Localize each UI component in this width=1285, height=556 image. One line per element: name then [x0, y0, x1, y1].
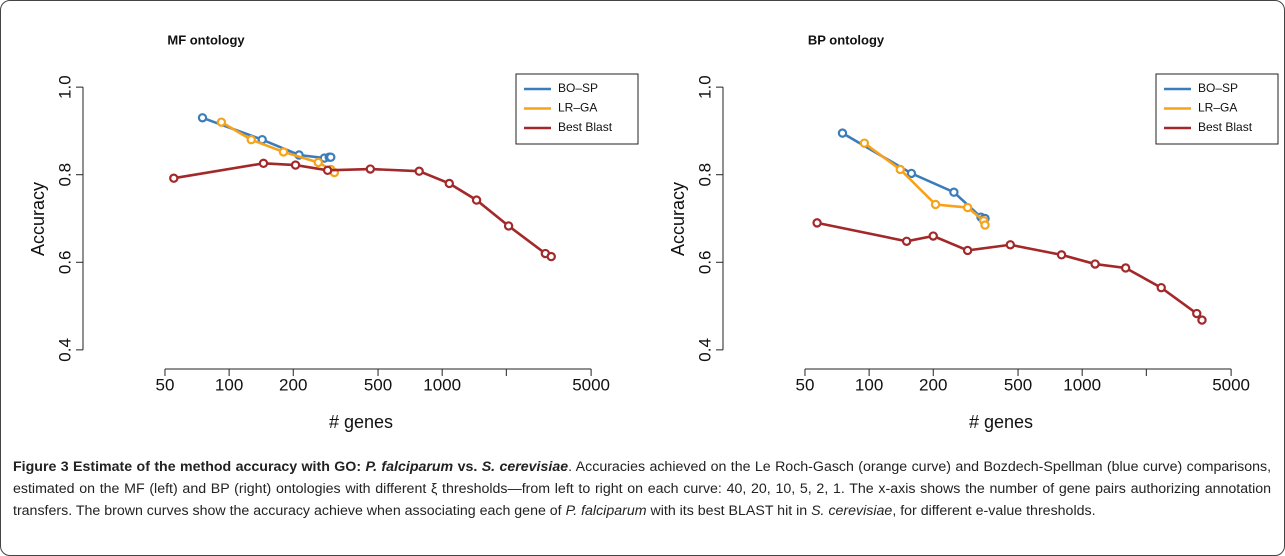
data-point — [1156, 282, 1166, 293]
x-tick-label: 1000 — [423, 375, 461, 394]
caption: Figure 3 Estimate of the method accuracy… — [13, 456, 1271, 522]
x-tick-label: 500 — [364, 375, 392, 394]
data-point — [895, 164, 905, 175]
y-tick-label: 0.4 — [55, 338, 74, 362]
chart-title: MF ontology — [167, 32, 245, 47]
data-point — [246, 134, 256, 145]
data-point — [414, 166, 424, 176]
data-point — [928, 231, 938, 241]
data-point — [326, 152, 336, 162]
data-point — [322, 165, 333, 176]
caption-text: S. cerevisiae — [481, 459, 569, 475]
caption-text: vs. — [453, 459, 482, 475]
x-tick-label: 200 — [919, 375, 947, 394]
caption-text: P. falciparum — [365, 459, 454, 475]
data-point — [812, 218, 822, 228]
data-point — [1120, 263, 1131, 273]
data-point — [1197, 315, 1207, 325]
x-tick-label: 50 — [796, 375, 815, 394]
x-tick-label: 500 — [1004, 375, 1032, 394]
data-point — [962, 202, 973, 213]
x-tick-label: 5000 — [572, 375, 610, 394]
x-axis-title: # genes — [329, 412, 393, 432]
data-point — [949, 187, 959, 197]
data-point — [444, 178, 454, 189]
data-point — [1056, 250, 1067, 260]
data-point — [546, 251, 556, 262]
y-axis-title: Accuracy — [668, 182, 688, 256]
x-tick-label: 100 — [855, 375, 883, 394]
x-tick-label: 200 — [279, 375, 307, 394]
chart-title: BP ontology — [808, 32, 885, 47]
legend-label: LR–GA — [1198, 101, 1237, 115]
y-tick-label: 0.6 — [55, 250, 74, 274]
series-line — [173, 162, 552, 258]
y-tick-label: 0.6 — [695, 250, 714, 274]
data-point — [169, 173, 179, 183]
charts: MF ontology # genes Accuracy 0.4 0.6 0.8 1.0 50… — [28, 32, 1279, 432]
x-tick-label: 5000 — [1212, 375, 1250, 394]
y-tick-label: 1.0 — [695, 75, 714, 99]
series-line — [816, 221, 1203, 321]
data-point — [503, 221, 514, 231]
y-tick-label: 0.4 — [695, 338, 714, 362]
data-point — [216, 117, 227, 127]
caption-text: Figure 3 Estimate of the method accuracy… — [13, 459, 366, 475]
caption-text: S. cerevisiae — [811, 503, 893, 519]
data-point — [471, 195, 482, 205]
legend-label: Best Blast — [558, 120, 613, 134]
data-point — [258, 158, 269, 169]
x-axis-title: # genes — [969, 412, 1033, 432]
y-axis-title: Accuracy — [28, 182, 48, 256]
legend-label: BO–SP — [1198, 81, 1238, 95]
x-tick-label: 100 — [215, 375, 243, 394]
data-point — [313, 157, 323, 168]
x-tick-label: 50 — [156, 375, 175, 394]
legend-label: LR–GA — [558, 101, 597, 115]
caption-text: P. falciparum — [565, 503, 647, 519]
data-point — [197, 113, 208, 123]
data-point — [980, 220, 990, 230]
data-point — [837, 128, 848, 138]
data-point — [906, 168, 917, 179]
data-point — [1192, 308, 1202, 319]
data-point — [901, 236, 912, 246]
data-point — [962, 245, 973, 256]
data-point — [930, 199, 941, 210]
y-tick-label: 0.8 — [695, 163, 714, 187]
caption-text: . Accuracies achieved on the Le Roch-Gas… — [13, 459, 1272, 519]
series-line — [863, 142, 987, 226]
data-point — [1090, 259, 1100, 269]
data-point — [1005, 240, 1016, 250]
caption-text: , for different e-value thresholds. — [892, 503, 1096, 519]
y-tick-label: 1.0 — [55, 75, 74, 99]
data-point — [859, 138, 870, 148]
x-tick-label: 1000 — [1063, 375, 1101, 394]
legend-label: BO–SP — [558, 81, 598, 95]
data-point — [365, 164, 376, 174]
legend-label: Best Blast — [1198, 120, 1253, 134]
data-point — [278, 147, 289, 157]
data-point — [290, 160, 301, 170]
y-tick-label: 0.8 — [55, 163, 74, 187]
caption-text: with its best BLAST hit in — [646, 503, 812, 519]
